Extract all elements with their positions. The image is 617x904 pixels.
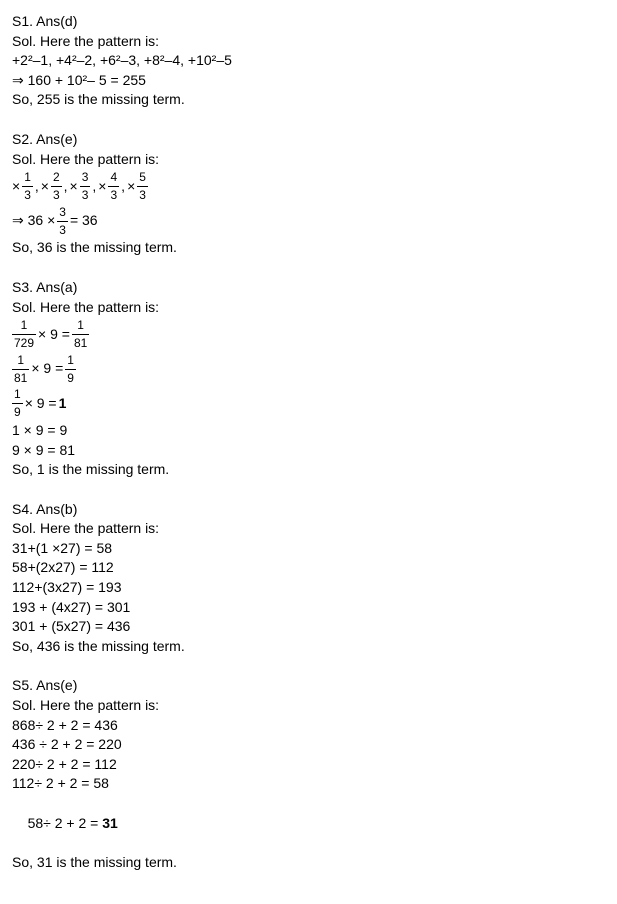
s1-pattern: +2²–1, +4²–2, +6²–3, +8²–4, +10²–5 <box>12 51 605 71</box>
s5-result: So, 31 is the missing term. <box>12 853 605 873</box>
s2-calc: ⇒ 36 × 3 3 = 36 <box>12 204 605 239</box>
s2-heading: S2. Ans(e) <box>12 130 605 150</box>
s5-calc-line: 868÷ 2 + 2 = 436 <box>12 716 605 736</box>
fraction: 43 <box>108 169 119 204</box>
fraction: 13 <box>22 169 33 204</box>
solution-4: S4. Ans(b) Sol. Here the pattern is: 31+… <box>12 500 605 657</box>
s3-intro: Sol. Here the pattern is: <box>12 298 605 318</box>
s2-result: So, 36 is the missing term. <box>12 238 605 258</box>
s2-pattern: ×13, ×23, ×33, ×43, ×53 <box>12 169 605 204</box>
s4-lines: 31+(1 ×27) = 5858+(2x27) = 112112+(3x27)… <box>12 539 605 637</box>
s5-last: 58÷ 2 + 2 = 31 <box>12 794 605 853</box>
s3-line5: 9 × 9 = 81 <box>12 441 605 461</box>
solution-2: S2. Ans(e) Sol. Here the pattern is: ×13… <box>12 130 605 258</box>
s4-intro: Sol. Here the pattern is: <box>12 519 605 539</box>
s5-lines: 868÷ 2 + 2 = 436436 ÷ 2 + 2 = 220220÷ 2 … <box>12 716 605 794</box>
solution-3: S3. Ans(a) Sol. Here the pattern is: 172… <box>12 278 605 480</box>
s5-calc-line: 112÷ 2 + 2 = 58 <box>12 774 605 794</box>
s4-calc-line: 112+(3x27) = 193 <box>12 578 605 598</box>
s3-line4: 1 × 9 = 9 <box>12 421 605 441</box>
s4-calc-line: 301 + (5x27) = 436 <box>12 617 605 637</box>
s2-calc-suffix: = 36 <box>70 211 98 231</box>
s1-intro: Sol. Here the pattern is: <box>12 32 605 52</box>
s5-calc-line: 220÷ 2 + 2 = 112 <box>12 755 605 775</box>
fraction: 33 <box>80 169 91 204</box>
s1-calc: ⇒ 160 + 10²– 5 = 255 <box>12 71 605 91</box>
s4-calc-line: 58+(2x27) = 112 <box>12 558 605 578</box>
s4-heading: S4. Ans(b) <box>12 500 605 520</box>
s3-heading: S3. Ans(a) <box>12 278 605 298</box>
s5-heading: S5. Ans(e) <box>12 676 605 696</box>
s4-calc-line: 31+(1 ×27) = 58 <box>12 539 605 559</box>
s5-calc-line: 436 ÷ 2 + 2 = 220 <box>12 735 605 755</box>
s3-line3: 19 × 9 = 1 <box>12 386 605 421</box>
s2-intro: Sol. Here the pattern is: <box>12 150 605 170</box>
s2-calc-prefix: ⇒ 36 × <box>12 211 55 231</box>
solution-1: S1. Ans(d) Sol. Here the pattern is: +2²… <box>12 12 605 110</box>
s3-line2: 181 × 9 = 19 <box>12 352 605 387</box>
fraction: 23 <box>51 169 62 204</box>
s5-intro: Sol. Here the pattern is: <box>12 696 605 716</box>
s4-calc-line: 193 + (4x27) = 301 <box>12 598 605 618</box>
s3-result: So, 1 is the missing term. <box>12 460 605 480</box>
s3-line1: 1729 × 9 = 181 <box>12 317 605 352</box>
s2-calc-frac: 3 3 <box>57 204 68 239</box>
s4-result: So, 436 is the missing term. <box>12 637 605 657</box>
s1-result: So, 255 is the missing term. <box>12 90 605 110</box>
s1-heading: S1. Ans(d) <box>12 12 605 32</box>
solution-5: S5. Ans(e) Sol. Here the pattern is: 868… <box>12 676 605 872</box>
fraction: 53 <box>137 169 148 204</box>
